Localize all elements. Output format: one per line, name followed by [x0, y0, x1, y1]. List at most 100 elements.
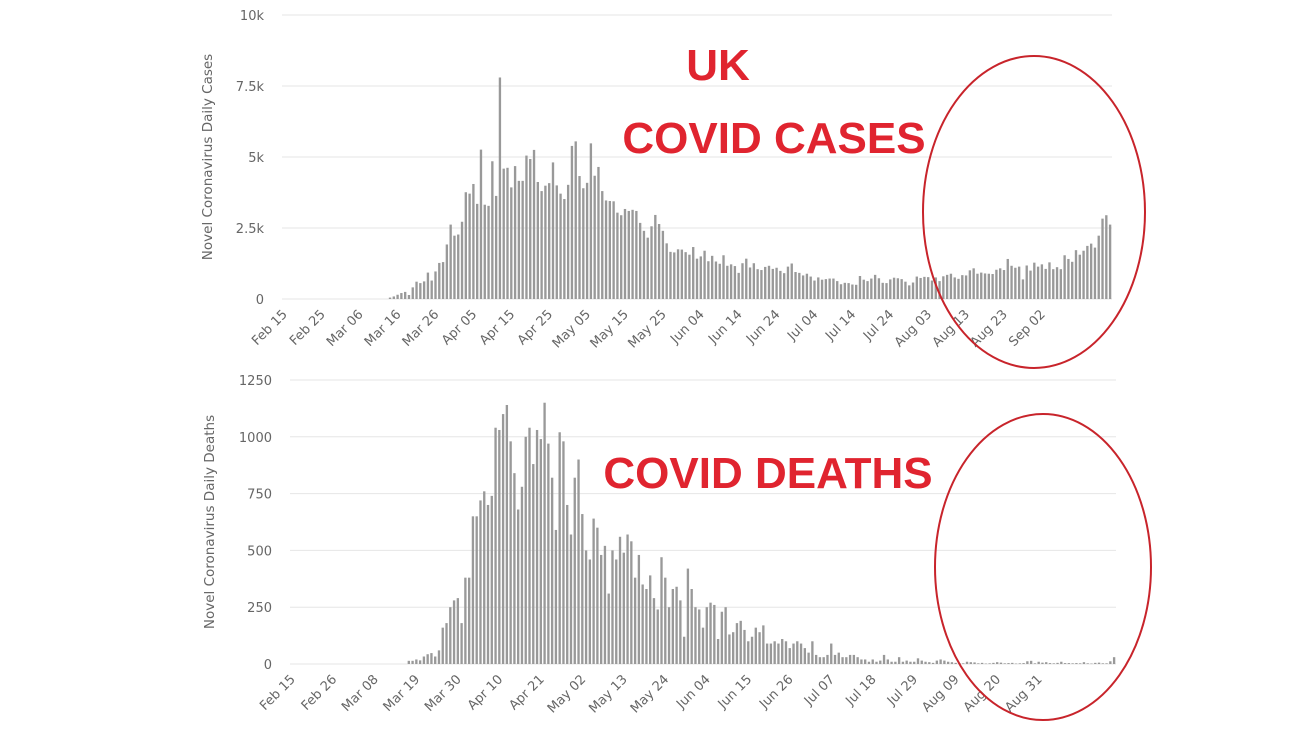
deaths-x-tick-label: Feb 15 — [257, 672, 299, 714]
deaths-bar — [437, 650, 441, 664]
cases-bar — [570, 145, 574, 299]
deaths-bar — [464, 577, 467, 664]
cases-bar — [1036, 266, 1040, 299]
deaths-bar — [656, 609, 659, 664]
deaths-bar — [788, 648, 791, 664]
deaths-y-tick-label: 750 — [247, 488, 272, 503]
cases-bar — [767, 265, 771, 299]
deaths-bar — [1082, 662, 1086, 664]
deaths-bar — [633, 577, 637, 664]
cases-bar — [983, 273, 987, 299]
deaths-bar — [698, 609, 701, 664]
cases-x-tick-label: Mar 26 — [400, 307, 443, 350]
deaths-bar — [649, 575, 652, 664]
deaths-bar — [924, 661, 927, 664]
deaths-bar — [422, 656, 426, 664]
cases-bar — [760, 270, 763, 299]
deaths-bar — [765, 643, 769, 664]
cases-bar — [832, 278, 835, 299]
deaths-bar — [833, 654, 837, 664]
deaths-y-tick-label: 500 — [247, 544, 272, 559]
cases-bar — [870, 278, 873, 299]
deaths-bar — [1112, 657, 1116, 664]
deaths-bar — [471, 516, 475, 664]
deaths-bar — [626, 534, 629, 664]
cases-bar — [908, 285, 911, 299]
cases-bar — [582, 188, 585, 299]
cases-bar — [404, 291, 407, 299]
deaths-bar — [939, 659, 942, 664]
cases-bar — [426, 272, 430, 299]
deaths-bar — [882, 654, 886, 664]
deaths-bar — [792, 643, 795, 664]
deaths-bar — [871, 659, 874, 664]
deaths-bar — [852, 654, 856, 664]
cases-bar — [684, 252, 687, 299]
deaths-bar — [573, 477, 576, 664]
cases-bar — [953, 277, 956, 299]
cases-bar — [726, 265, 729, 299]
cases-bar — [521, 180, 524, 299]
deaths-bar — [890, 661, 893, 664]
cases-bar — [392, 296, 395, 299]
deaths-bar — [1105, 663, 1108, 664]
cases-bar — [794, 272, 797, 299]
cases-bar — [441, 262, 445, 299]
cases-x-tick-label: Mar 16 — [362, 307, 405, 350]
deaths-x-tick-label: Jul 29 — [884, 672, 921, 709]
cases-bar — [680, 249, 684, 299]
deaths-bar — [486, 504, 490, 664]
cases-x-tick-label: Jul 14 — [822, 307, 859, 344]
cases-bars — [388, 77, 1112, 299]
cases-bar — [445, 244, 449, 299]
deaths-bar — [407, 660, 410, 664]
cases-bar — [976, 273, 979, 299]
deaths-bar — [750, 636, 754, 664]
cases-bar — [782, 273, 786, 299]
deaths-bar — [814, 654, 818, 664]
cases-bar — [756, 269, 759, 299]
deaths-bar — [980, 662, 984, 664]
cases-bar — [449, 224, 452, 299]
deaths-bar — [607, 593, 610, 664]
cases-bar — [1059, 269, 1063, 299]
deaths-bar — [916, 658, 920, 664]
cases-bar — [563, 199, 566, 299]
cases-bar — [388, 297, 392, 299]
cases-bar — [532, 149, 536, 299]
cases-bar — [1044, 268, 1047, 299]
deaths-bar — [848, 654, 852, 664]
cases-bar — [972, 268, 975, 299]
cases-bar — [710, 255, 714, 299]
cases-bar — [673, 252, 676, 299]
deaths-bar — [1022, 663, 1025, 664]
cases-bar — [669, 251, 672, 299]
deaths-bar — [845, 657, 848, 664]
cases-bar — [597, 166, 600, 299]
deaths-bar — [615, 559, 618, 664]
cases-bar — [817, 277, 820, 299]
deaths-bar — [479, 500, 482, 664]
cases-bar — [862, 279, 865, 299]
cases-bar — [866, 281, 869, 299]
deaths-bar — [445, 623, 448, 664]
cases-bar — [540, 191, 543, 299]
cases-bar — [839, 284, 843, 299]
deaths-bar — [705, 607, 708, 664]
deaths-bar — [603, 545, 607, 664]
cases-x-tick-label: Apr 05 — [439, 307, 480, 348]
deaths-bar — [1014, 663, 1018, 665]
deaths-bar — [1101, 663, 1104, 664]
cases-bar — [676, 249, 680, 299]
cases-bar — [1017, 266, 1021, 299]
deaths-bar — [569, 534, 573, 664]
deaths-bar — [962, 663, 965, 664]
deaths-bar — [743, 629, 746, 664]
deaths-x-tick-label: Aug 09 — [919, 672, 962, 715]
deaths-x-tick-label: May 24 — [628, 672, 672, 716]
cases-bar — [502, 168, 505, 299]
cases-bar — [1052, 269, 1055, 299]
cases-x-tick-label: May 05 — [550, 307, 594, 351]
deaths-y-tick-label: 250 — [247, 601, 272, 616]
cases-bar — [957, 278, 960, 299]
